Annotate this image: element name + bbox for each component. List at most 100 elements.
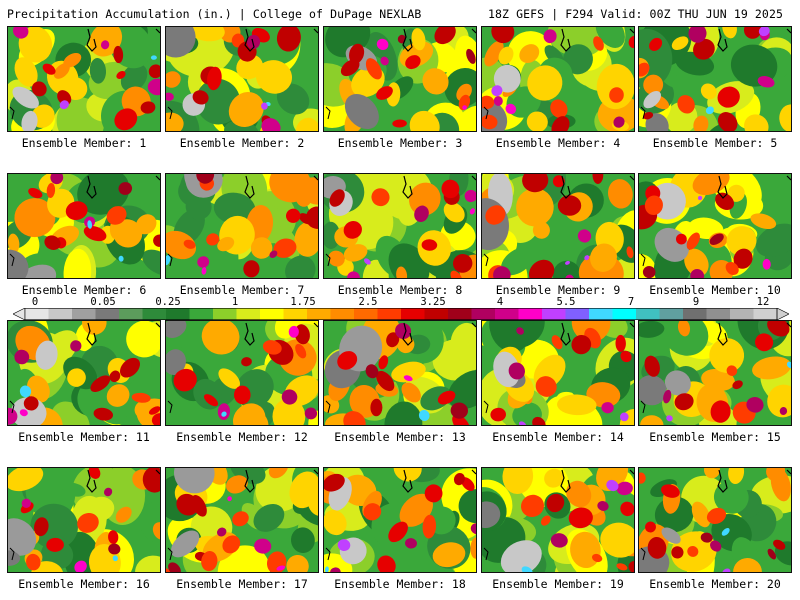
precipitation-field: [166, 468, 318, 572]
colorbar-segment: [166, 308, 190, 320]
precipitation-field: [324, 27, 476, 131]
ensemble-member-label: Ensemble Member: 8: [337, 283, 463, 297]
ensemble-member-label: Ensemble Member: 20: [649, 577, 781, 591]
ensemble-member-map-7: [165, 173, 319, 279]
colorbar-segment: [213, 308, 237, 320]
colorbar-segment: [424, 308, 449, 320]
colorbar-segment: [354, 308, 378, 320]
colorbar-segment: [189, 308, 214, 320]
colorbar-segment: [95, 308, 120, 320]
ensemble-member-map-5: [638, 26, 792, 132]
precipitation-field: [639, 468, 791, 572]
colorbar-tick-label: 0.05: [90, 296, 116, 308]
ensemble-member-label: Ensemble Member: 16: [18, 577, 150, 591]
precipitation-field: [324, 321, 476, 425]
ensemble-member-label: Ensemble Member: 12: [176, 430, 308, 444]
colorbar-segment: [612, 308, 637, 320]
colorbar-frame: [24, 308, 778, 320]
colorbar-segment: [142, 308, 167, 320]
ensemble-member-map-2: [165, 26, 319, 132]
precipitation-field: [324, 174, 476, 278]
ensemble-member-map-12: [165, 320, 319, 426]
ensemble-member-label: Ensemble Member: 14: [492, 430, 624, 444]
ensemble-member-label: Ensemble Member: 7: [179, 283, 305, 297]
colorbar-segment: [495, 308, 519, 320]
colorbar-segment: [307, 308, 331, 320]
header: Precipitation Accumulation (in.) | Colle…: [0, 0, 800, 24]
precipitation-field: [8, 27, 160, 131]
colorbar-tick-label: 3.25: [420, 296, 446, 308]
ensemble-member-map-11: [7, 320, 161, 426]
page-title: Precipitation Accumulation (in.) | Colle…: [7, 7, 422, 21]
ensemble-member-label: Ensemble Member: 4: [495, 136, 621, 150]
ensemble-member-map-15: [638, 320, 792, 426]
colorbar-segment: [659, 308, 684, 320]
colorbar-max-arrow: [776, 308, 789, 320]
ensemble-member-map-16: [7, 467, 161, 573]
colorbar-segment: [471, 308, 496, 320]
colorbar-segment: [330, 308, 355, 320]
colorbar-segment: [377, 308, 402, 320]
colorbar-segment: [636, 308, 660, 320]
ensemble-member-map-10: [638, 173, 792, 279]
ensemble-member-label: Ensemble Member: 5: [652, 136, 778, 150]
ensemble-member-label: Ensemble Member: 1: [21, 136, 147, 150]
ensemble-member-label: Ensemble Member: 18: [334, 577, 466, 591]
colorbar-segment: [401, 308, 425, 320]
colorbar-tick-label: 0: [31, 296, 39, 308]
colorbar-segment: [753, 308, 778, 320]
ensemble-member-map-19: [481, 467, 635, 573]
ensemble-member-label: Ensemble Member: 13: [334, 430, 466, 444]
colorbar-segment: [72, 308, 96, 320]
colorbar-scale: [13, 308, 789, 320]
ensemble-member-label: Ensemble Member: 10: [649, 283, 781, 297]
ensemble-member-map-18: [323, 467, 477, 573]
ensemble-member-map-17: [165, 467, 319, 573]
ensemble-member-label: Ensemble Member: 19: [492, 577, 624, 591]
colorbar-tick-labels: 0 0.05 0.25 1 1.75 2.5 3.25 4 5.5 7 9 12: [13, 296, 789, 308]
colorbar-tick-label: 9: [692, 296, 700, 308]
colorbar-segment: [683, 308, 707, 320]
colorbar-segment: [706, 308, 731, 320]
precipitation-field: [482, 468, 634, 572]
precipitation-field: [639, 321, 791, 425]
precipitation-field: [166, 174, 318, 278]
colorbar-tick-label: 2.5: [358, 296, 378, 308]
precipitation-field: [8, 174, 160, 278]
ensemble-member-label: Ensemble Member: 9: [495, 283, 621, 297]
colorbar-segment: [565, 308, 590, 320]
ensemble-member-map-20: [638, 467, 792, 573]
run-valid-time: 18Z GEFS | F294 Valid: 00Z THU JUN 19 20…: [488, 7, 783, 21]
precipitation-field: [639, 174, 791, 278]
precipitation-field: [166, 27, 318, 131]
ensemble-member-map-3: [323, 26, 477, 132]
precipitation-field: [482, 174, 634, 278]
colorbar-tick-label: 1.75: [290, 296, 316, 308]
colorbar-segment: [119, 308, 143, 320]
colorbar-segment: [518, 308, 543, 320]
precipitation-field: [166, 321, 318, 425]
precipitation-field: [8, 321, 160, 425]
precipitation-field: [324, 468, 476, 572]
precipitation-field: [8, 468, 160, 572]
colorbar-min-arrow: [13, 308, 26, 320]
ensemble-member-map-6: [7, 173, 161, 279]
ensemble-member-label: Ensemble Member: 17: [176, 577, 308, 591]
colorbar-segment: [236, 308, 261, 320]
colorbar-segment: [589, 308, 613, 320]
colorbar-tick-label: 5.5: [556, 296, 576, 308]
colorbar-segment: [448, 308, 472, 320]
colorbar-tick-label: 12: [756, 296, 770, 308]
colorbar-segment: [260, 308, 284, 320]
colorbar-segment: [25, 308, 49, 320]
ensemble-member-label: Ensemble Member: 3: [337, 136, 463, 150]
ensemble-member-label: Ensemble Member: 6: [21, 283, 147, 297]
ensemble-member-label: Ensemble Member: 11: [18, 430, 150, 444]
colorbar-segment: [48, 308, 73, 320]
ensemble-member-label: Ensemble Member: 15: [649, 430, 781, 444]
ensemble-member-map-4: [481, 26, 635, 132]
ensemble-member-map-8: [323, 173, 477, 279]
colorbar-tick-label: 4: [496, 296, 504, 308]
colorbar-segment: [730, 308, 754, 320]
ensemble-member-map-14: [481, 320, 635, 426]
